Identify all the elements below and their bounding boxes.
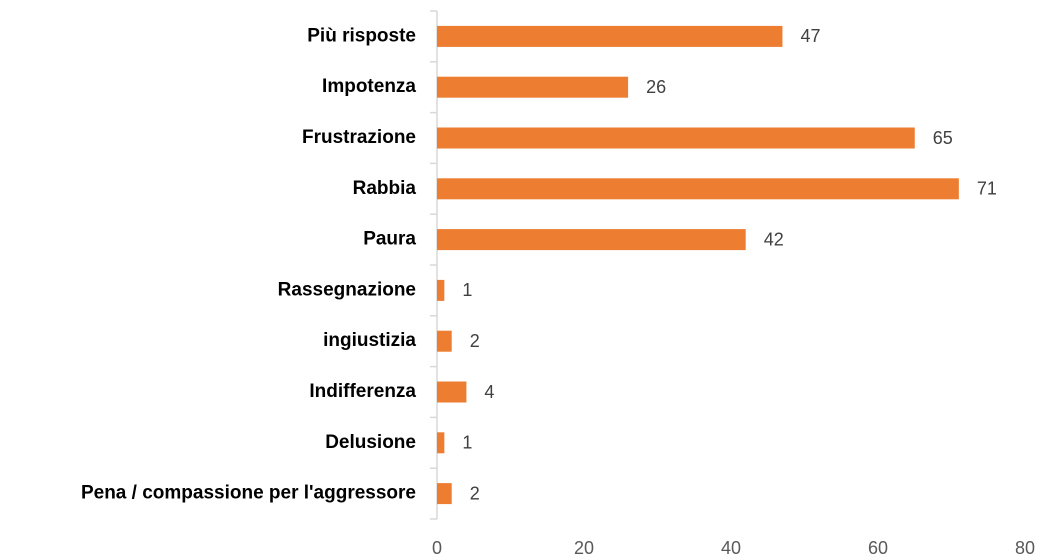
- bar: [437, 229, 746, 251]
- data-label: 26: [646, 77, 666, 97]
- y-tick-label: Rabbia: [353, 178, 417, 199]
- x-tick-label: 20: [574, 538, 594, 558]
- x-tick-label: 80: [1015, 538, 1035, 558]
- data-label: 71: [977, 179, 997, 199]
- data-label: 2: [470, 331, 480, 351]
- data-label: 42: [764, 229, 784, 249]
- data-label: 1: [462, 280, 472, 300]
- y-tick-label: Pena / compassione per l'aggressore: [81, 483, 416, 504]
- bar: [437, 381, 467, 403]
- data-label: 4: [484, 382, 494, 402]
- bar: [437, 25, 783, 47]
- bar: [437, 330, 452, 352]
- bar: [437, 76, 629, 98]
- y-tick-label: Rassegnazione: [278, 279, 416, 300]
- bar: [437, 178, 959, 200]
- y-tick-label: Indifferenza: [309, 381, 416, 402]
- bar: [437, 127, 915, 149]
- bar: [437, 279, 445, 301]
- x-tick-label: 0: [432, 538, 442, 558]
- data-label: 1: [462, 433, 472, 453]
- x-tick-label: 60: [868, 538, 888, 558]
- y-tick-label: Più risposte: [307, 25, 416, 46]
- bar: [437, 483, 452, 505]
- y-tick-label: Paura: [363, 229, 416, 250]
- data-label: 47: [800, 26, 820, 46]
- data-label: 2: [470, 483, 480, 503]
- y-tick-label: Frustrazione: [302, 127, 416, 148]
- x-tick-label: 40: [721, 538, 741, 558]
- y-tick-label: Delusione: [325, 432, 416, 453]
- y-tick-label: ingiustizia: [323, 330, 416, 351]
- y-tick-label: Impotenza: [322, 76, 416, 97]
- data-label: 65: [933, 128, 953, 148]
- bar: [437, 432, 445, 454]
